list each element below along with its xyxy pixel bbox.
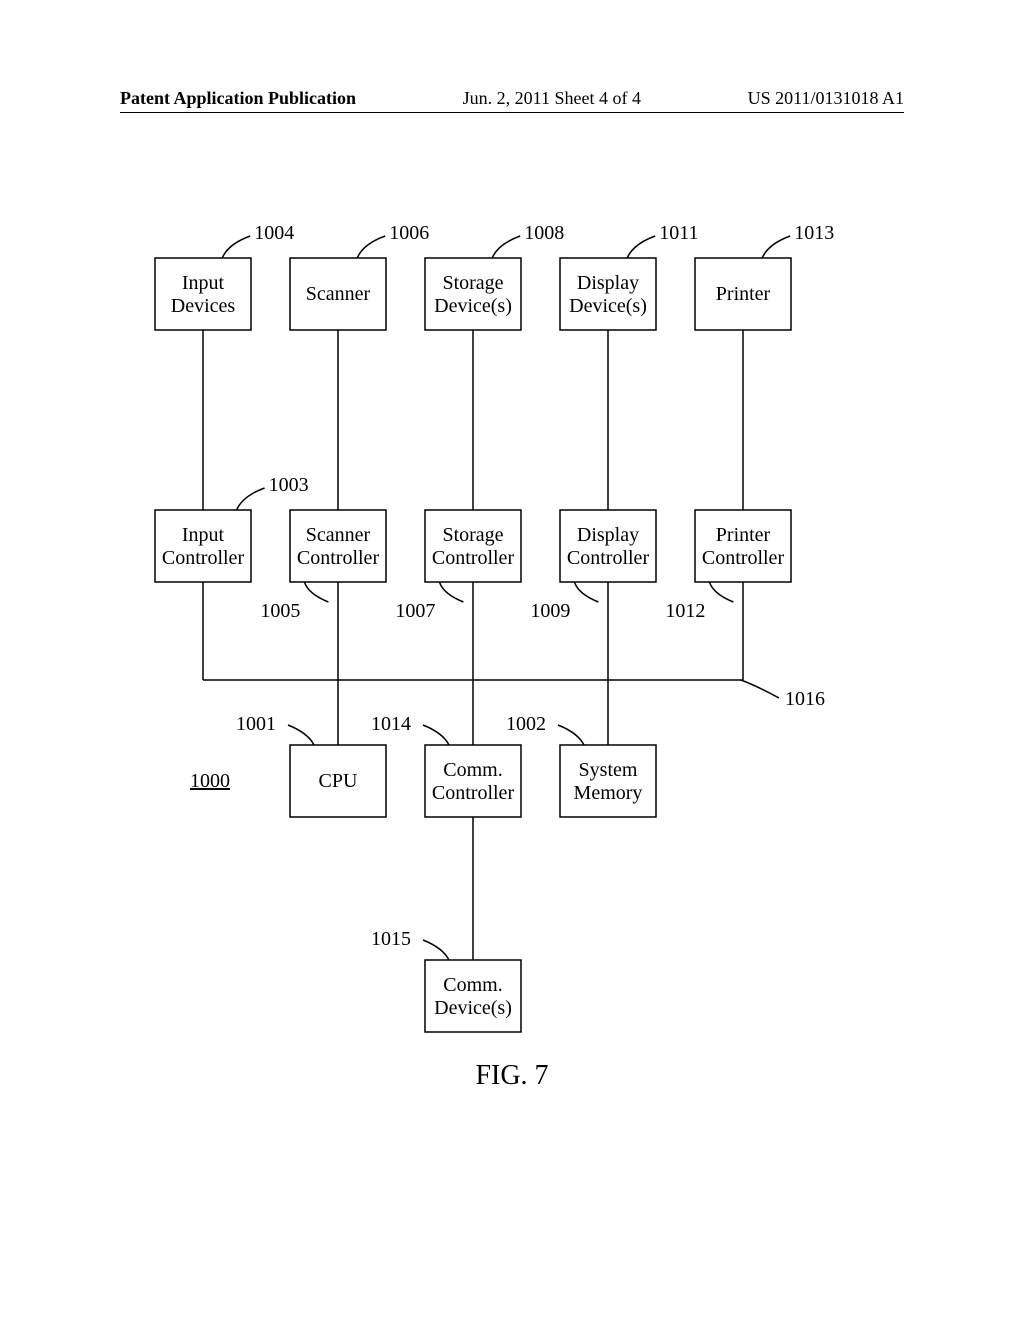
ref-comm-devices: 1015 xyxy=(371,928,411,951)
ref-input-controller: 1003 xyxy=(269,474,309,497)
lead-system-memory xyxy=(558,725,584,745)
lead-display-devices xyxy=(627,236,655,258)
lead-scanner-controller xyxy=(304,582,328,602)
ref-printer-controller: 1012 xyxy=(665,600,705,623)
lead-comm-controller xyxy=(423,725,449,745)
lead-storage-controller xyxy=(439,582,463,602)
figure-caption: FIG. 7 xyxy=(0,1060,1024,1092)
ref-scanner-controller: 1005 xyxy=(260,600,300,623)
ref-scanner: 1006 xyxy=(389,222,429,245)
ref-bus: 1016 xyxy=(785,688,825,711)
lead-display-controller xyxy=(574,582,598,602)
page: Patent Application Publication Jun. 2, 2… xyxy=(0,0,1024,1320)
lead-comm-devices xyxy=(423,940,449,960)
ref-display-devices: 1011 xyxy=(659,222,698,245)
lead-printer xyxy=(762,236,790,258)
lead-cpu xyxy=(288,725,314,745)
ref-display-controller: 1009 xyxy=(530,600,570,623)
ref-storage-devices: 1008 xyxy=(524,222,564,245)
figure-caption-text: FIG. 7 xyxy=(475,1060,548,1091)
lead-bus xyxy=(741,680,779,698)
ref-system-1000: 1000 xyxy=(190,770,230,793)
lead-storage-devices xyxy=(492,236,520,258)
ref-system-memory: 1002 xyxy=(506,713,546,736)
diagram-svg xyxy=(0,0,1024,1320)
label-comm-devices: Comm.Device(s) xyxy=(393,974,553,1020)
ref-printer: 1013 xyxy=(794,222,834,245)
label-system-memory: SystemMemory xyxy=(528,759,688,805)
lead-scanner xyxy=(357,236,385,258)
label-printer: Printer xyxy=(663,283,823,306)
lead-printer-controller xyxy=(709,582,733,602)
lead-input-devices xyxy=(222,236,250,258)
lead-input-controller xyxy=(237,488,265,510)
ref-storage-controller: 1007 xyxy=(395,600,435,623)
ref-input-devices: 1004 xyxy=(254,222,294,245)
ref-comm-controller: 1014 xyxy=(371,713,411,736)
label-printer-controller: PrinterController xyxy=(663,524,823,570)
ref-cpu: 1001 xyxy=(236,713,276,736)
